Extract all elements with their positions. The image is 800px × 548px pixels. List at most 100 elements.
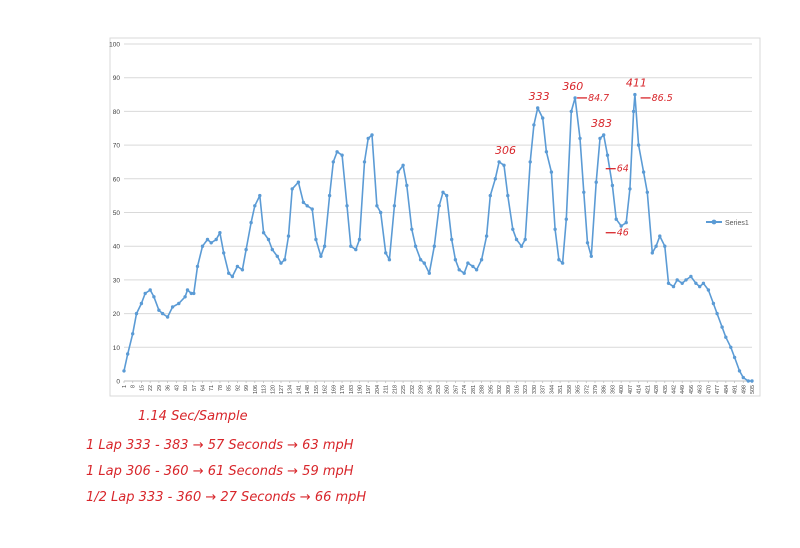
x-tick-label: 428	[654, 385, 660, 394]
data-point	[200, 244, 205, 248]
speed-annotation: 86.5	[652, 93, 673, 104]
gridlines	[124, 43, 752, 382]
data-point	[698, 284, 702, 289]
data-point	[706, 288, 711, 292]
x-tick-label: 85	[227, 385, 233, 391]
x-tick-label: 134	[288, 385, 294, 394]
speed-annotation: 64	[617, 164, 629, 175]
data-point	[619, 224, 623, 228]
x-tick-label: 71	[209, 385, 215, 391]
data-point	[148, 288, 152, 292]
data-point	[732, 355, 737, 360]
data-point	[214, 237, 218, 242]
data-point	[418, 258, 423, 262]
x-tick-label: 358	[567, 385, 573, 394]
data-point	[560, 261, 565, 265]
data-point	[474, 268, 479, 272]
x-tick-label: 176	[340, 385, 346, 394]
data-point	[218, 231, 222, 235]
x-tick-label: 351	[558, 385, 564, 394]
data-point	[362, 160, 367, 164]
data-point	[488, 193, 492, 198]
x-tick-label: 169	[331, 385, 337, 394]
data-point	[286, 234, 291, 238]
data-point	[741, 375, 745, 380]
x-tick-label: 57	[192, 385, 198, 391]
data-point	[553, 227, 557, 231]
y-tick-label: 40	[113, 244, 121, 251]
data-point	[585, 241, 590, 245]
data-point	[230, 274, 235, 279]
data-point	[387, 258, 392, 262]
y-tick-label: 80	[113, 109, 121, 116]
x-tick-label: 246	[427, 385, 433, 394]
x-tick-label: 288	[480, 385, 486, 394]
x-tick-label: 78	[218, 385, 224, 391]
data-point	[594, 180, 598, 184]
x-tick-label: 29	[157, 385, 163, 391]
data-point	[152, 295, 156, 299]
data-point	[453, 258, 458, 262]
x-tick-label: 463	[698, 385, 704, 394]
data-point	[275, 254, 279, 258]
data-point	[582, 190, 586, 194]
data-point	[322, 244, 327, 248]
data-point	[680, 281, 684, 285]
x-tick-label: 484	[724, 385, 730, 394]
legend: Series1	[706, 219, 749, 227]
peak-annotation: 383	[591, 117, 612, 130]
data-point	[658, 234, 662, 238]
data-point	[663, 244, 667, 248]
x-tick-label: 407	[628, 385, 634, 394]
data-point	[493, 177, 497, 181]
data-point	[370, 133, 374, 137]
data-point	[432, 244, 436, 248]
data-point	[413, 244, 418, 248]
data-point	[261, 231, 266, 235]
x-tick-label: 344	[549, 385, 555, 394]
x-tick-label: 393	[610, 385, 616, 394]
legend-marker-icon	[711, 219, 717, 225]
data-point	[379, 210, 383, 215]
data-point	[301, 200, 306, 205]
x-tick-label: 162	[323, 385, 329, 394]
data-point	[375, 204, 379, 208]
data-point	[528, 160, 532, 164]
chart-frame	[109, 37, 761, 397]
data-point	[160, 311, 165, 316]
x-tick-label: 253	[436, 385, 442, 394]
data-point	[249, 220, 253, 225]
x-tick-label: 337	[541, 385, 547, 394]
data-point	[544, 150, 549, 154]
data-point	[497, 160, 501, 164]
x-tick-label: 127	[279, 385, 285, 394]
data-point	[134, 311, 139, 316]
data-point	[750, 379, 754, 383]
data-point	[143, 291, 147, 296]
note-line-2: 1 Lap 306 - 360 → 61 Seconds → 59 mpH	[86, 464, 354, 479]
sample-rate-note: 1.14 Sec/Sample	[138, 409, 248, 424]
data-point	[645, 190, 649, 194]
data-point	[170, 305, 175, 309]
data-point	[126, 352, 130, 356]
x-tick-label: 50	[183, 385, 189, 391]
x-tick-label: 302	[497, 385, 503, 394]
data-point	[305, 204, 309, 208]
data-point	[729, 345, 733, 349]
x-tick-label: 323	[523, 385, 529, 394]
data-point	[405, 183, 409, 188]
speed-annotation: 46	[617, 228, 629, 239]
y-tick-label: 70	[113, 143, 121, 150]
y-tick-label: 0	[116, 379, 120, 386]
x-tick-label: 386	[602, 385, 608, 394]
data-point	[131, 332, 135, 336]
x-tick-label: 239	[419, 385, 425, 394]
data-point	[511, 227, 515, 231]
x-tick-label: 141	[296, 385, 302, 394]
data-point	[671, 284, 676, 289]
data-point	[605, 153, 610, 157]
x-tick-label: 64	[201, 385, 207, 391]
data-point	[331, 160, 335, 164]
data-point	[502, 163, 506, 167]
data-point	[296, 180, 301, 184]
